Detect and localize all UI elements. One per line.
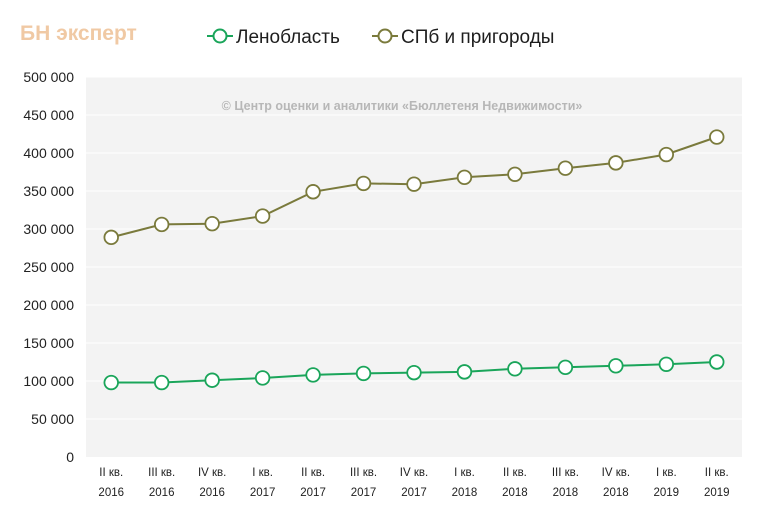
data-point — [406, 176, 422, 192]
data-point — [709, 354, 725, 370]
data-point — [355, 175, 372, 192]
data-point — [658, 146, 675, 163]
x-tick-label: IV кв. 2016 — [198, 467, 226, 499]
x-axis: II кв. 2016 III кв. 2016 IV кв. 2016 I кв. 2017… — [98, 467, 729, 499]
y-tick-label: 150 000 — [23, 335, 74, 351]
series-spb — [103, 129, 725, 246]
data-point — [456, 364, 473, 380]
data-point — [507, 166, 523, 182]
data-point — [557, 160, 574, 176]
y-tick-label: 0 — [66, 449, 74, 465]
y-tick-label: 100 000 — [23, 373, 74, 389]
data-point — [608, 155, 624, 171]
data-point — [406, 364, 422, 381]
data-point — [658, 356, 675, 372]
legend-marker-lenoblast — [212, 28, 228, 44]
data-point — [103, 374, 119, 391]
y-tick-label: 400 000 — [23, 145, 74, 161]
x-tick-label: IV кв. 2017 — [400, 467, 428, 499]
series-lenoblast — [103, 354, 725, 391]
data-point — [305, 184, 321, 200]
data-point — [709, 129, 725, 145]
data-point — [557, 359, 574, 376]
x-tick-label: I кв. 2017 — [250, 467, 276, 499]
data-point — [608, 358, 624, 374]
x-tick-label: III кв. 2018 — [552, 467, 579, 499]
data-point — [153, 216, 170, 233]
y-tick-label: 200 000 — [23, 297, 74, 313]
x-tick-label: III кв. 2016 — [148, 467, 175, 499]
y-axis: 0 50 000 100 000 150 000 200 000 250 000 300 0… — [23, 69, 74, 465]
data-point — [204, 215, 220, 232]
data-point — [254, 208, 271, 224]
y-tick-label: 50 000 — [31, 411, 74, 427]
data-point — [305, 367, 321, 383]
data-point — [153, 374, 170, 391]
data-point — [103, 229, 119, 246]
legend-label-lenoblast: Ленобласть — [236, 27, 340, 48]
data-point — [254, 370, 271, 386]
x-tick-label: II кв. 2019 — [704, 467, 730, 499]
y-tick-label: 300 000 — [23, 221, 74, 237]
legend-marker-spb — [377, 28, 393, 44]
watermark-text: © Центр оценки и аналитики «Бюллетеня Не… — [222, 99, 583, 113]
x-tick-label: I кв. 2019 — [654, 467, 680, 499]
legend-label-spb: СПб и пригороды — [401, 27, 554, 48]
x-tick-label: II кв. 2018 — [502, 467, 528, 499]
x-tick-label: II кв. 2016 — [98, 467, 124, 499]
legend: Ленобласть СПб и пригороды — [207, 27, 554, 48]
brand-logo: БН эксперт — [20, 22, 137, 45]
y-tick-label: 350 000 — [23, 183, 74, 199]
y-tick-label: 500 000 — [23, 69, 74, 85]
y-tick-label: 450 000 — [23, 107, 74, 123]
data-point — [355, 365, 372, 382]
legend-item-lenoblast: Ленобласть — [207, 27, 340, 48]
x-tick-label: IV кв. 2018 — [602, 467, 630, 499]
data-point — [507, 361, 523, 377]
legend-item-spb: СПб и пригороды — [372, 27, 554, 48]
x-tick-label: III кв. 2017 — [350, 467, 377, 499]
data-point — [456, 169, 473, 186]
x-tick-label: I кв. 2018 — [452, 467, 478, 499]
data-point — [204, 372, 220, 388]
series-layer — [103, 129, 725, 391]
x-tick-label: II кв. 2017 — [300, 467, 326, 499]
y-tick-label: 250 000 — [23, 259, 74, 275]
